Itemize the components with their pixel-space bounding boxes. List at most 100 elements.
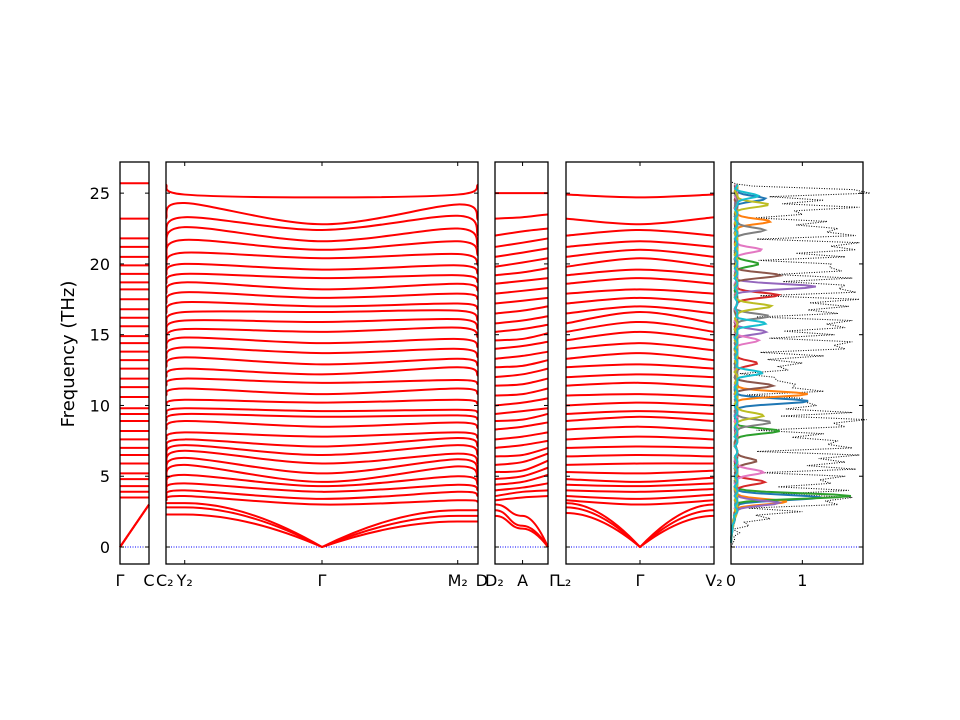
optical-band: [165, 214, 479, 237]
optical-band: [165, 336, 479, 350]
optical-band: [565, 240, 715, 248]
optical-band: [165, 366, 479, 379]
optical-band: [165, 317, 479, 333]
optical-band: [494, 473, 549, 486]
x-tick-label: Γ: [636, 571, 645, 590]
optical-band: [565, 373, 715, 379]
panel-frame: [494, 161, 549, 565]
optical-band: [565, 469, 715, 475]
optical-band: [165, 412, 479, 422]
optical-band: [565, 228, 715, 237]
x-tick-label: L₂: [556, 571, 571, 590]
optical-band: [565, 476, 715, 483]
x-tick-label: D: [476, 571, 488, 590]
optical-band: [165, 437, 479, 449]
optical-band: [165, 463, 479, 483]
optical-band: [494, 323, 549, 333]
optical-band: [565, 193, 715, 199]
y-tick-label: 5: [100, 467, 110, 486]
y-tick-labels: 0 5 10 15 20 25: [90, 184, 110, 557]
optical-band: [165, 356, 479, 369]
optical-band: [494, 387, 549, 397]
optical-band: [565, 482, 715, 488]
x-tick-label: A: [517, 571, 528, 590]
optical-band: [565, 320, 715, 333]
optical-band: [565, 462, 715, 466]
dos-frame: [730, 161, 864, 565]
optical-band: [565, 268, 715, 277]
y-tick-label: 0: [100, 538, 110, 557]
x-tick-label: Γ: [318, 571, 327, 590]
optical-band: [565, 288, 715, 295]
partial-dos-curve: [730, 184, 768, 543]
acoustic-band: [494, 503, 549, 548]
x-tick-label: C: [143, 571, 154, 590]
dos-x-tick-label: 0: [726, 571, 736, 590]
panel-frame: [119, 161, 150, 565]
optical-band: [565, 410, 715, 415]
optical-band: [494, 359, 549, 369]
optical-band: [494, 332, 549, 342]
y-tick-label: 25: [90, 184, 110, 203]
optical-band: [565, 330, 715, 342]
optical-band: [165, 262, 479, 277]
optical-band: [165, 482, 479, 493]
y-tick-label: 10: [90, 396, 110, 415]
optical-band: [494, 377, 549, 387]
optical-band: [165, 495, 479, 506]
optical-band: [565, 454, 715, 458]
optical-band: [494, 267, 549, 277]
optical-band: [165, 238, 479, 258]
optical-band: [565, 425, 715, 432]
optical-band: [494, 407, 549, 415]
optical-band: [565, 363, 715, 370]
acoustic-band: [494, 514, 549, 548]
optical-band: [565, 305, 715, 315]
optical-band: [494, 350, 549, 360]
optical-band: [165, 449, 479, 466]
optical-band: [494, 489, 549, 498]
optical-band: [494, 412, 549, 423]
optical-band: [494, 237, 549, 248]
optical-band: [565, 216, 715, 226]
acoustic-band: [565, 512, 715, 549]
band-panel-2: C₂ Y₂ Γ M₂ D: [156, 161, 488, 590]
optical-band: [165, 202, 479, 226]
x-tick-label: C₂: [156, 571, 174, 590]
optical-band: [165, 444, 479, 458]
optical-band: [165, 226, 479, 248]
optical-band: [565, 487, 715, 493]
optical-band: [494, 446, 549, 458]
optical-band: [165, 473, 479, 488]
optical-band: [565, 296, 715, 305]
optical-band: [565, 311, 715, 325]
optical-band: [565, 445, 715, 449]
optical-band: [494, 397, 549, 407]
optical-band: [565, 248, 715, 258]
optical-band: [165, 420, 479, 431]
optical-band: [494, 305, 549, 315]
optical-band: [494, 315, 549, 325]
optical-band: [165, 326, 479, 342]
optical-band: [565, 499, 715, 506]
optical-band: [165, 300, 479, 315]
optical-band: [165, 272, 479, 285]
optical-band: [494, 257, 549, 268]
optical-band: [494, 247, 549, 258]
optical-band: [565, 393, 715, 398]
optical-band: [565, 381, 715, 389]
x-tick-label: Y₂: [176, 571, 193, 590]
optical-band: [494, 227, 549, 237]
optical-band: [565, 435, 715, 441]
optical-band: [494, 439, 549, 449]
optical-band: [494, 431, 549, 441]
optical-band: [565, 352, 715, 362]
band-panel-3: D₂ A Γ: [485, 161, 558, 590]
optical-band: [494, 213, 549, 220]
optical-band: [165, 346, 479, 360]
optical-band: [165, 398, 479, 407]
